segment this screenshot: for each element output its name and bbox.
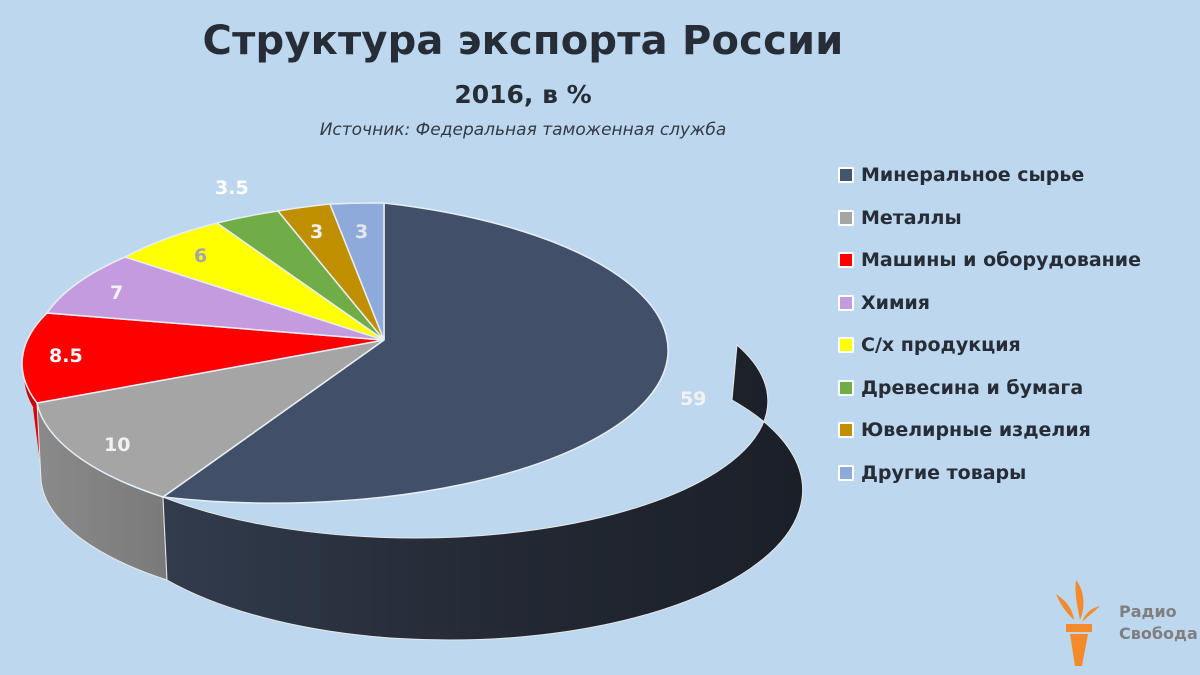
legend-swatch xyxy=(838,337,854,354)
legend-label: Химия xyxy=(861,291,931,314)
legend-item-mineral[interactable]: Минеральное сырье xyxy=(838,154,1141,197)
legend-swatch xyxy=(838,167,854,184)
slice-mineral[interactable] xyxy=(160,202,669,504)
legend-label: Минеральное сырье xyxy=(861,164,1085,187)
legend-item-agro[interactable]: С/х продукция xyxy=(838,324,1141,367)
logo-line2: Свобода xyxy=(1119,624,1198,643)
legend-swatch xyxy=(838,252,854,269)
slice-agro[interactable] xyxy=(123,222,385,341)
chart-source: Источник: Федеральная таможенная служба xyxy=(319,120,727,140)
legend-label: Древесина и бумага xyxy=(861,376,1084,399)
slice-side-mineral xyxy=(162,343,804,641)
legend-swatch xyxy=(838,209,854,226)
legend-label: Другие товары xyxy=(861,461,1027,484)
label-chemistry: 7 xyxy=(110,282,123,304)
logo-line1: Радио xyxy=(1119,602,1177,621)
radio-svoboda-logo: Радио Свобода xyxy=(1050,576,1200,671)
slice-side-machines xyxy=(24,340,37,413)
slice-machines[interactable] xyxy=(21,312,385,404)
label-other: 3 xyxy=(355,221,368,243)
slice-other[interactable] xyxy=(328,202,385,341)
label-wood: 3.5 xyxy=(215,177,249,199)
legend-label: С/х продукция xyxy=(861,334,1021,357)
chart-title: Структура экспорта России xyxy=(202,18,844,64)
legend-item-chemistry[interactable]: Химия xyxy=(838,282,1141,325)
legend-item-jewelry[interactable]: Ювелирные изделия xyxy=(838,409,1141,452)
legend-item-machines[interactable]: Машины и оборудование xyxy=(838,239,1141,282)
legend-swatch xyxy=(838,294,854,311)
legend-item-wood[interactable]: Древесина и бумага xyxy=(838,367,1141,410)
torch-icon xyxy=(1056,580,1100,666)
chart-subtitle: 2016, в % xyxy=(454,80,592,109)
label-machines: 8.5 xyxy=(49,345,83,367)
chart-legend: Минеральное сырье Металлы Машины и обору… xyxy=(838,154,1141,494)
legend-swatch xyxy=(838,422,854,439)
legend-label: Машины и оборудование xyxy=(861,249,1141,272)
legend-swatch xyxy=(838,464,854,481)
label-metals: 10 xyxy=(104,434,130,456)
label-mineral: 59 xyxy=(680,388,706,410)
legend-item-other[interactable]: Другие товары xyxy=(838,452,1141,495)
legend-label: Ювелирные изделия xyxy=(861,419,1091,442)
legend-label: Металлы xyxy=(861,206,962,229)
label-jewelry: 3 xyxy=(310,221,323,243)
slice-metals[interactable] xyxy=(36,339,385,498)
label-agro: 6 xyxy=(194,245,207,267)
slice-chemistry[interactable] xyxy=(45,256,385,341)
legend-item-metals[interactable]: Металлы xyxy=(838,197,1141,240)
legend-swatch xyxy=(838,379,854,396)
